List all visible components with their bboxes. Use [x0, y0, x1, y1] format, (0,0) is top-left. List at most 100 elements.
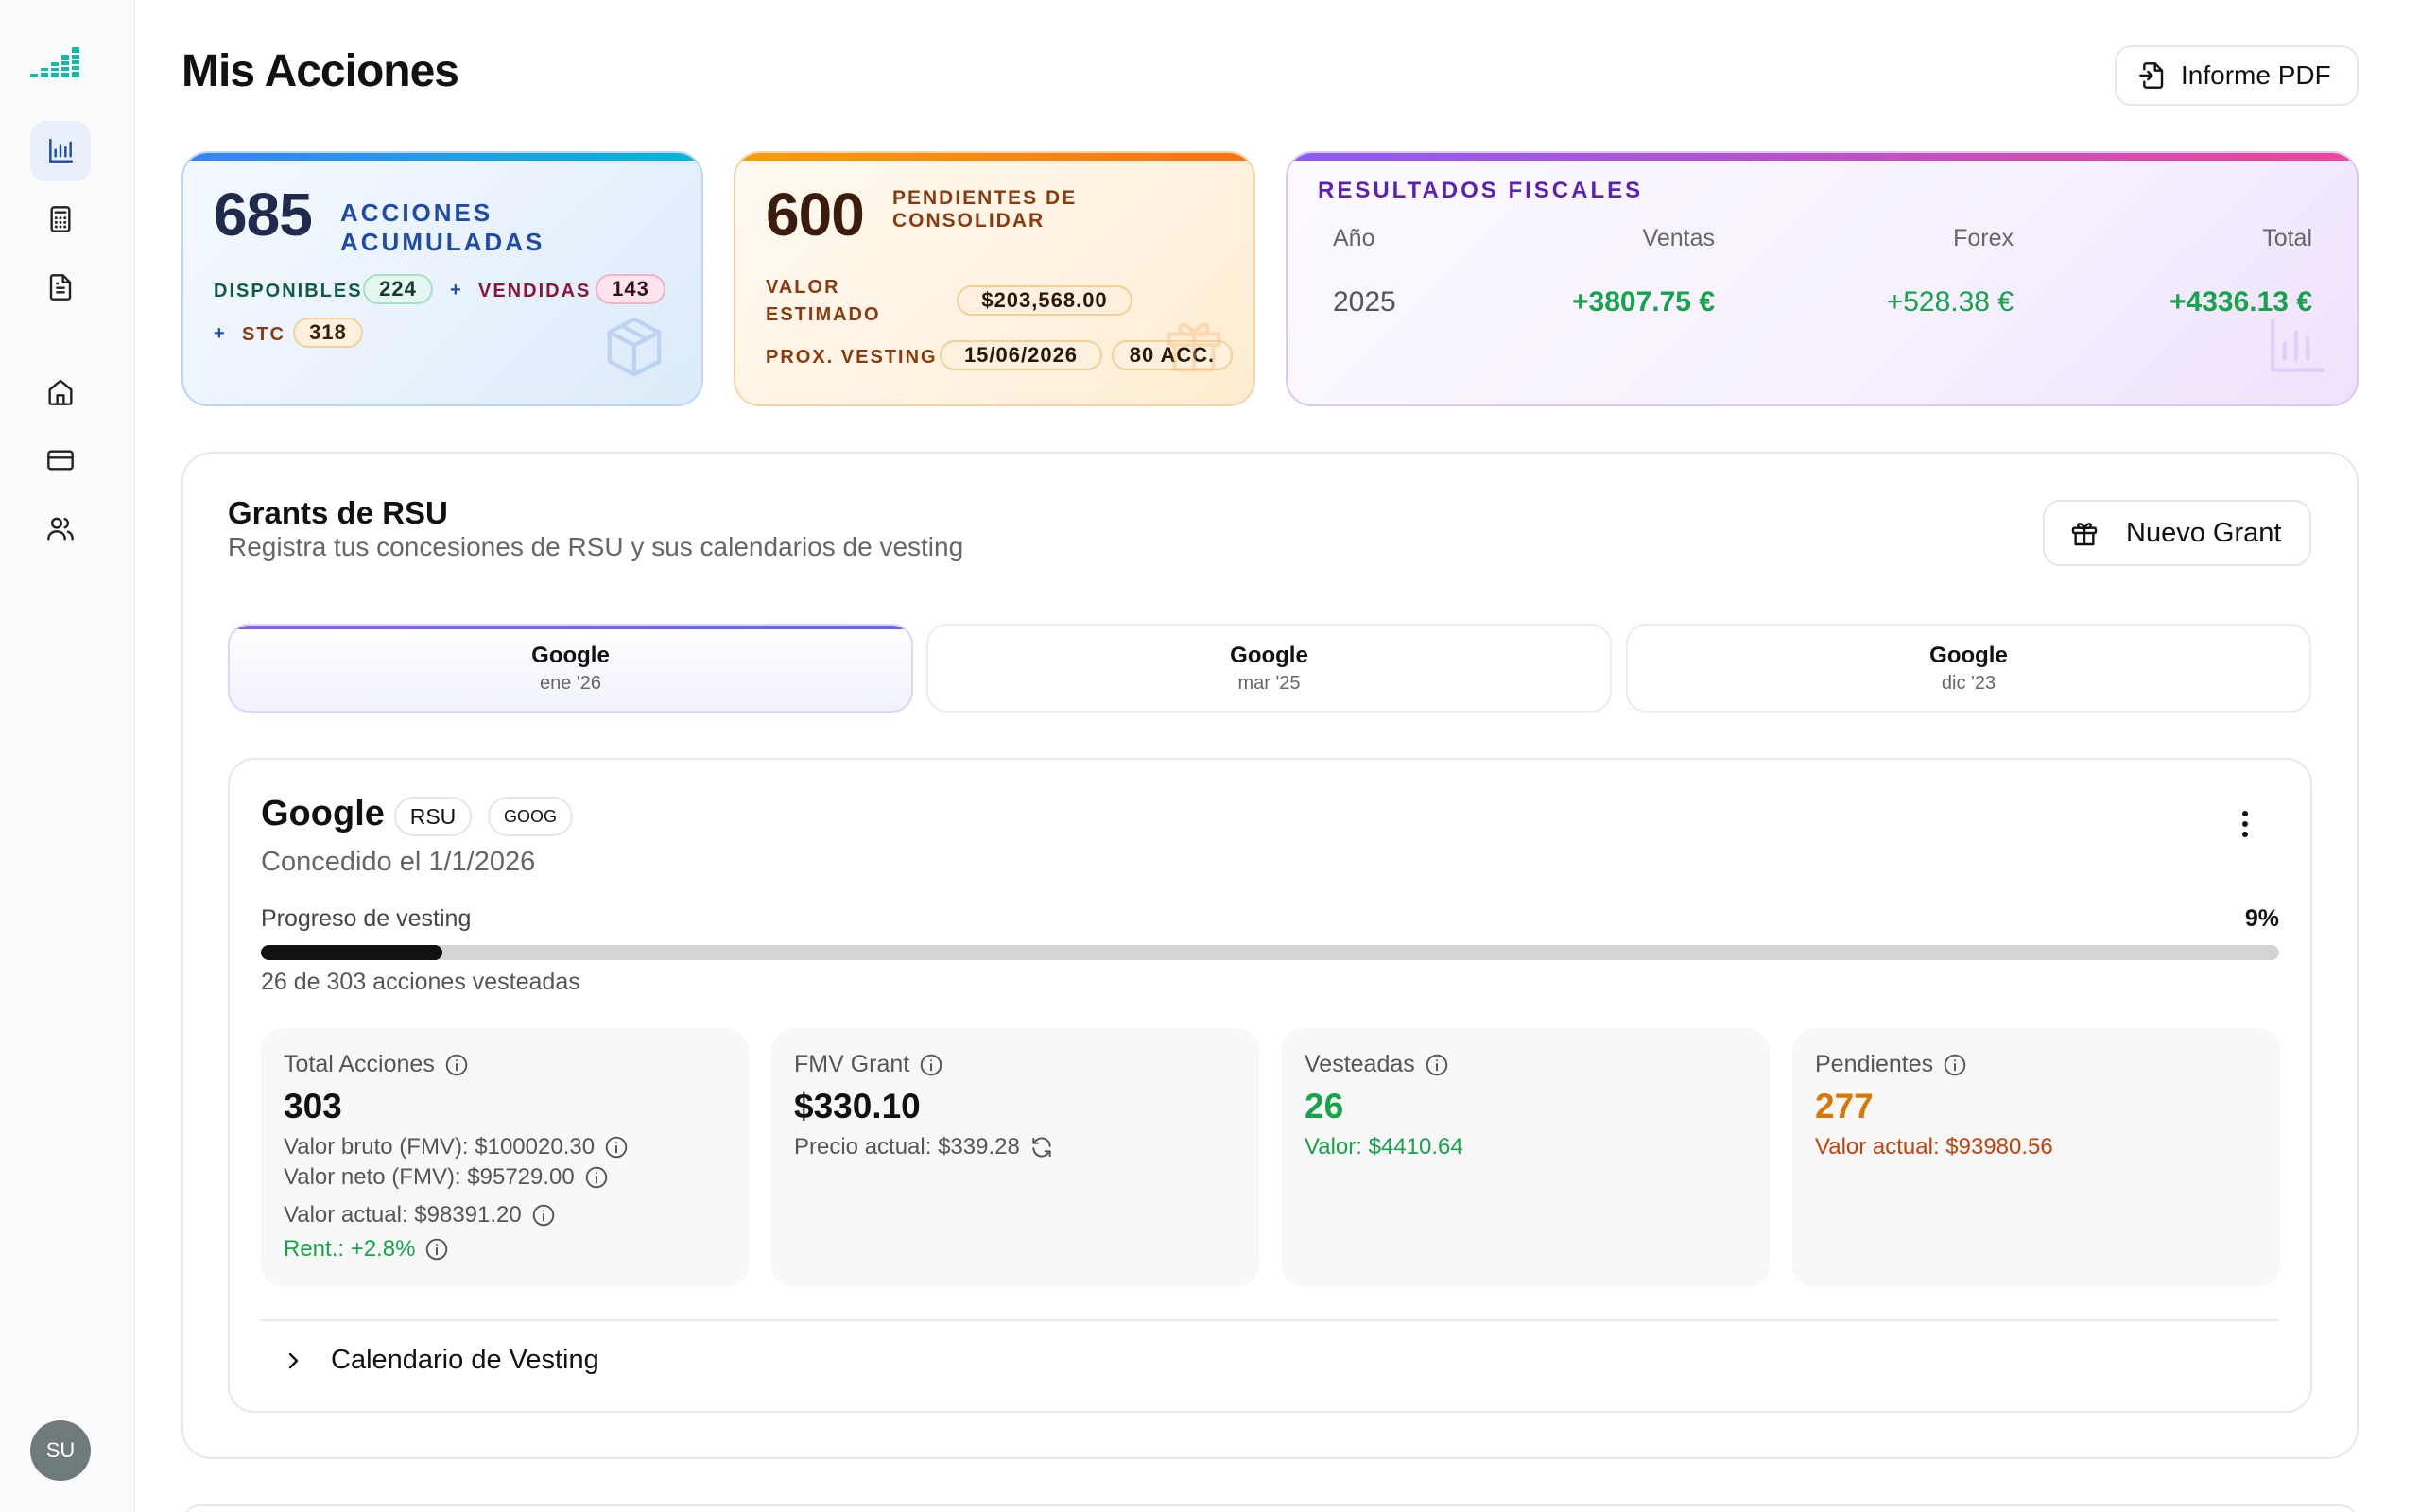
next-vesting-label: Prox. vesting — [766, 347, 938, 368]
pending-label: Pendientes de consolidar — [892, 187, 1078, 232]
tab-grant-name: Google — [531, 643, 610, 668]
current-value-line: Valor actual: $98391.20 — [284, 1202, 556, 1228]
accumulated-shares-card: 685 Acciones acumuladas Disponibles 224 … — [182, 151, 703, 406]
info-icon[interactable] — [604, 1135, 629, 1160]
refresh-icon[interactable] — [1029, 1135, 1054, 1160]
tab-grant-date: mar '25 — [1237, 673, 1301, 694]
plus-sign: + — [450, 280, 461, 301]
bar-chart-icon — [49, 138, 74, 163]
user-avatar[interactable]: SU — [30, 1420, 91, 1481]
available-count-badge: 224 — [363, 274, 433, 304]
vesting-progress-summary: 26 de 303 acciones vesteadas — [261, 969, 580, 995]
tab-active-indicator — [230, 626, 911, 629]
fiscal-header-year: Año — [1333, 225, 1375, 251]
stat-label-text: Pendientes — [1815, 1051, 1934, 1077]
calculator-icon — [50, 206, 71, 232]
current-price-line: Precio actual: $339.28 — [794, 1134, 1054, 1160]
sold-count-badge: 143 — [596, 274, 666, 304]
home-icon — [48, 379, 73, 405]
tab-grant-1[interactable]: Google ene '26 — [228, 624, 913, 713]
info-icon[interactable] — [1943, 1053, 1967, 1077]
new-grant-label: Nuevo Grant — [2126, 517, 2282, 548]
stat-total-shares: Total Acciones 303 Valor bruto (FMV): $1… — [261, 1028, 749, 1287]
fiscal-header-total: Total — [2262, 225, 2312, 251]
grants-subtitle: Registra tus concesiones de RSU y sus ca… — [228, 532, 964, 561]
stat-label: Vesteadas — [1305, 1051, 1449, 1078]
vested-value-line: Valor: $4410.64 — [1305, 1134, 1463, 1160]
plus-sign: + — [214, 323, 225, 344]
stat-value: 277 — [1815, 1087, 1874, 1125]
fiscal-total-value: +4336.13 € — [2169, 286, 2312, 318]
nav-documents[interactable] — [30, 257, 91, 318]
tab-grant-date: dic '23 — [1941, 673, 1996, 694]
card-accent-bar — [183, 153, 701, 161]
info-icon[interactable] — [424, 1237, 449, 1262]
users-icon — [47, 517, 74, 541]
fiscal-forex-value: +528.38 € — [1886, 286, 2014, 318]
stat-label-text: Vesteadas — [1305, 1051, 1415, 1077]
new-grant-button[interactable]: Nuevo Grant — [2043, 500, 2311, 566]
grant-name: Google — [261, 794, 385, 833]
chevron-right-icon — [288, 1352, 299, 1368]
pending-shares-card: 600 Pendientes de consolidar Valor estim… — [734, 151, 1255, 406]
fiscal-header-sales: Ventas — [1642, 225, 1715, 251]
pending-value-line: Valor actual: $93980.56 — [1815, 1134, 2053, 1160]
bar-chart-icon — [2271, 318, 2325, 372]
estimated-value-badge: $203,568.00 — [957, 285, 1132, 316]
gift-icon — [2071, 523, 2098, 546]
stc-count-badge: 318 — [293, 318, 363, 348]
grant-type-badge: RSU — [394, 797, 472, 836]
fiscal-results-card: Resultados fiscales — [1286, 151, 2359, 406]
nav-cards[interactable] — [30, 430, 91, 490]
vesting-calendar-toggle[interactable]: Calendario de Vesting — [282, 1345, 599, 1376]
accumulated-count: 685 — [214, 180, 313, 249]
info-icon[interactable] — [444, 1053, 469, 1077]
nav-dashboard[interactable] — [30, 121, 91, 181]
tab-grant-3[interactable]: Google dic '23 — [1626, 624, 2311, 713]
nav-users[interactable] — [30, 498, 91, 558]
nav-calculator[interactable] — [30, 189, 91, 249]
pdf-report-button[interactable]: Informe PDF — [2115, 45, 2359, 106]
page-title: Mis Acciones — [182, 46, 459, 96]
next-vesting-amount-badge: 80 ACC. — [1112, 340, 1233, 370]
grants-title: Grants de RSU — [228, 495, 448, 530]
next-section-edge — [182, 1504, 2359, 1512]
document-icon — [49, 274, 72, 301]
accumulated-label: Acciones acumuladas — [340, 198, 545, 256]
stat-vested: Vesteadas 26 Valor: $4410.64 — [1282, 1028, 1770, 1287]
stat-label: Total Acciones — [284, 1051, 469, 1078]
info-icon[interactable] — [919, 1053, 943, 1077]
more-options-icon[interactable] — [2236, 809, 2255, 839]
ticker-badge: GOOG — [488, 797, 573, 836]
tab-grant-2[interactable]: Google mar '25 — [926, 624, 1612, 713]
app-logo-icon[interactable] — [30, 45, 87, 79]
vesting-progress-fill — [261, 945, 443, 960]
stat-label: Pendientes — [1815, 1051, 1967, 1078]
pending-count: 600 — [766, 180, 865, 249]
vesting-progress-percent: 9% — [2244, 905, 2279, 932]
fiscal-year: 2025 — [1333, 286, 1396, 318]
stat-label-text: Total Acciones — [284, 1051, 435, 1077]
info-icon[interactable] — [584, 1165, 609, 1190]
current-value-text: Valor actual: $98391.20 — [284, 1202, 522, 1228]
vesting-progress-bar — [261, 945, 2279, 960]
vesting-progress-label: Progreso de vesting — [261, 905, 472, 932]
estimated-value-label: Valor estimado — [766, 277, 881, 325]
gross-value-line: Valor bruto (FMV): $100020.30 — [284, 1134, 629, 1160]
current-price-text: Precio actual: $339.28 — [794, 1134, 1020, 1160]
tab-grant-name: Google — [1929, 643, 2008, 668]
available-label: Disponibles — [214, 281, 363, 301]
grant-date: Concedido el 1/1/2026 — [261, 847, 536, 877]
info-icon[interactable] — [531, 1203, 556, 1228]
info-icon[interactable] — [1425, 1053, 1449, 1077]
pdf-report-label: Informe PDF — [2181, 60, 2331, 90]
stat-value: 26 — [1305, 1087, 1344, 1125]
credit-card-icon — [47, 450, 74, 471]
card-accent-bar — [735, 153, 1253, 161]
export-document-icon — [2139, 62, 2164, 89]
nav-home[interactable] — [30, 362, 91, 422]
gift-icon — [1167, 322, 1221, 372]
stat-pending: Pendientes 277 Valor actual: $93980.56 — [1792, 1028, 2280, 1287]
vesting-calendar-label: Calendario de Vesting — [331, 1345, 599, 1375]
card-accent-bar — [1288, 153, 2357, 161]
